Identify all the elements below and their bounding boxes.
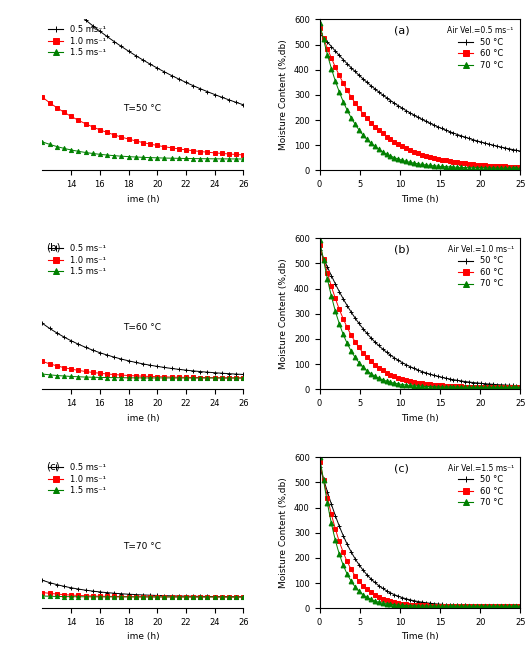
Legend: 0.5 ms⁻¹, 1.0 ms⁻¹, 1.5 ms⁻¹: 0.5 ms⁻¹, 1.0 ms⁻¹, 1.5 ms⁻¹ bbox=[47, 243, 108, 278]
Legend: 50 °C, 60 °C, 70 °C: 50 °C, 60 °C, 70 °C bbox=[445, 461, 516, 510]
Y-axis label: Moisture Content (%,db): Moisture Content (%,db) bbox=[279, 258, 288, 369]
Legend: 0.5 ms⁻¹, 1.0 ms⁻¹, 1.5 ms⁻¹: 0.5 ms⁻¹, 1.0 ms⁻¹, 1.5 ms⁻¹ bbox=[47, 461, 108, 497]
Text: T=60 °C: T=60 °C bbox=[123, 323, 161, 332]
Text: T=50 °C: T=50 °C bbox=[123, 104, 161, 113]
Legend: 50 °C, 60 °C, 70 °C: 50 °C, 60 °C, 70 °C bbox=[445, 243, 516, 291]
Text: (c): (c) bbox=[394, 463, 409, 473]
Y-axis label: Moisture Content (%,db): Moisture Content (%,db) bbox=[279, 39, 288, 150]
X-axis label: Time (h): Time (h) bbox=[401, 413, 439, 422]
Text: (a): (a) bbox=[394, 25, 409, 36]
Text: (c): (c) bbox=[47, 462, 60, 472]
X-axis label: Time (h): Time (h) bbox=[401, 633, 439, 641]
Legend: 50 °C, 60 °C, 70 °C: 50 °C, 60 °C, 70 °C bbox=[445, 23, 516, 72]
Text: (b): (b) bbox=[394, 245, 409, 254]
Text: T=70 °C: T=70 °C bbox=[123, 542, 161, 551]
Text: (b): (b) bbox=[47, 243, 61, 253]
Legend: 0.5 ms⁻¹, 1.0 ms⁻¹, 1.5 ms⁻¹: 0.5 ms⁻¹, 1.0 ms⁻¹, 1.5 ms⁻¹ bbox=[47, 23, 108, 59]
X-axis label: Time (h): Time (h) bbox=[401, 195, 439, 204]
X-axis label: ime (h): ime (h) bbox=[126, 195, 159, 204]
X-axis label: ime (h): ime (h) bbox=[126, 413, 159, 422]
Y-axis label: Moisture Content (%,db): Moisture Content (%,db) bbox=[279, 477, 288, 588]
X-axis label: ime (h): ime (h) bbox=[126, 633, 159, 641]
